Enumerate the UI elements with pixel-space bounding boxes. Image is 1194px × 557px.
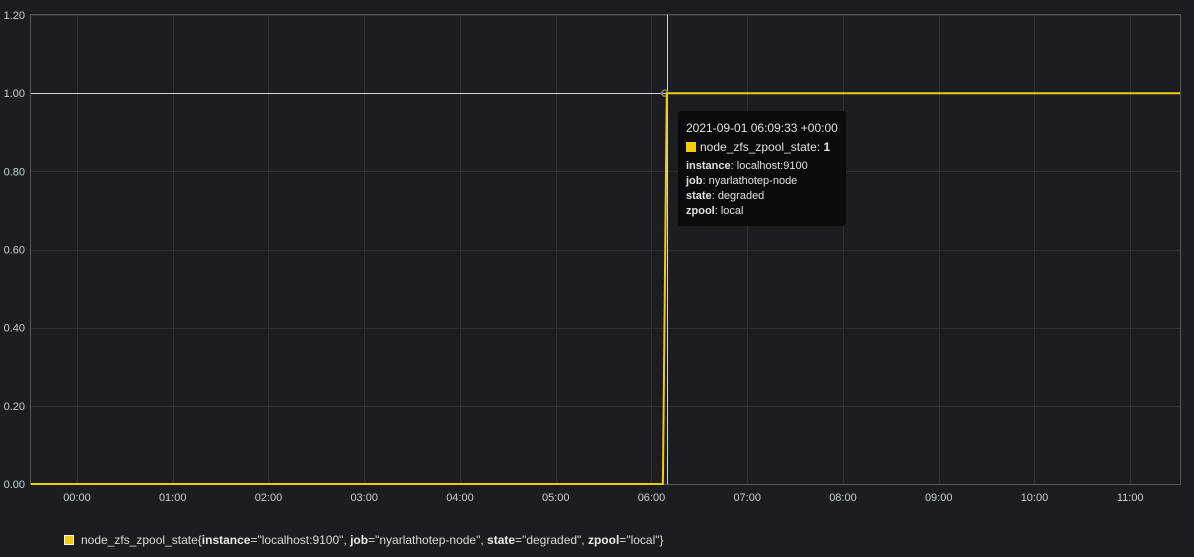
tooltip-time: 2021-09-01 06:09:33 +00:00 xyxy=(686,121,838,135)
y-tick-label: 0.40 xyxy=(4,323,25,335)
x-tick-label: 02:00 xyxy=(255,492,283,504)
tooltip-series-value: 1 xyxy=(823,140,831,154)
x-tick-label: 08:00 xyxy=(829,492,857,504)
tooltip-label-row: instance: localhost:9100 xyxy=(686,159,838,174)
tooltip-series-swatch xyxy=(686,142,696,152)
x-tick-label: 06:00 xyxy=(638,492,666,504)
tooltip-label-key: job xyxy=(686,175,703,187)
legend-label-separator: , xyxy=(581,533,588,547)
legend-label-key: zpool xyxy=(587,533,620,547)
legend-label-equals: = xyxy=(250,533,258,547)
legend-metric: node_zfs_zpool_state xyxy=(81,533,198,547)
y-tick-label: 0.00 xyxy=(4,479,25,491)
tooltip-label-row: job: nyarlathotep-node xyxy=(686,174,838,189)
tooltip-series: node_zfs_zpool_state: 1 xyxy=(686,140,838,154)
tooltip-label-colon: : xyxy=(730,160,737,172)
tooltip-label-key: instance xyxy=(686,160,731,172)
legend-label-separator: , xyxy=(343,533,351,547)
x-tick-label: 05:00 xyxy=(542,492,570,504)
legend-label-equals: = xyxy=(619,533,627,547)
y-tick-label: 0.60 xyxy=(4,245,25,257)
legend-label-value: "nyarlathotep-node" xyxy=(375,533,481,547)
tooltip-label-key: zpool xyxy=(686,205,715,217)
x-tick-label: 03:00 xyxy=(350,492,378,504)
legend-label-key: job xyxy=(350,533,369,547)
legend-close-brace: } xyxy=(659,533,664,547)
legend-label-value: "local" xyxy=(626,533,660,547)
y-tick-label: 0.20 xyxy=(4,401,25,413)
legend-label-value: "localhost:9100" xyxy=(257,533,344,547)
plot-area-border xyxy=(30,14,1181,485)
y-tick-label: 1.20 xyxy=(4,10,25,22)
y-tick-label: 1.00 xyxy=(4,88,25,100)
tooltip-label-colon: : xyxy=(702,175,709,187)
x-tick-label: 10:00 xyxy=(1021,492,1049,504)
legend-label-key: instance xyxy=(201,533,251,547)
legend-label-equals: = xyxy=(515,533,523,547)
tooltip-label-value: local xyxy=(720,205,744,217)
tooltip-label-row: zpool: local xyxy=(686,204,838,219)
x-tick-label: 11:00 xyxy=(1117,492,1144,504)
legend-label-equals: = xyxy=(368,533,376,547)
legend-label-separator: , xyxy=(480,533,488,547)
series-line xyxy=(31,92,1180,485)
legend-item[interactable]: node_zfs_zpool_state{instance="localhost… xyxy=(64,533,664,547)
tooltip-label-key: state xyxy=(686,190,712,202)
x-tick-label: 01:00 xyxy=(159,492,187,504)
x-tick-label: 04:00 xyxy=(446,492,474,504)
x-tick-label: 00:00 xyxy=(63,492,91,504)
tooltip-label-row: state: degraded xyxy=(686,189,838,204)
x-tick-label: 07:00 xyxy=(733,492,761,504)
tooltip-label-value: localhost:9100 xyxy=(736,160,808,172)
tooltip-label-value: nyarlathotep-node xyxy=(708,175,798,187)
legend-label-value: "degraded" xyxy=(522,533,582,547)
tooltip-series-colon: : xyxy=(816,140,824,154)
x-tick-label: 09:00 xyxy=(925,492,953,504)
legend-swatch[interactable] xyxy=(64,535,74,545)
legend-open-brace: { xyxy=(197,533,202,547)
tooltip-label-colon: : xyxy=(714,205,721,217)
legend-label-key: state xyxy=(487,533,516,547)
y-tick-label: 0.80 xyxy=(4,166,25,178)
tooltip: 2021-09-01 06:09:33 +00:00 node_zfs_zpoo… xyxy=(678,111,846,226)
tooltip-series-name: node_zfs_zpool_state xyxy=(700,140,817,154)
tooltip-label-colon: : xyxy=(711,190,718,202)
tooltip-label-value: degraded xyxy=(717,190,765,202)
